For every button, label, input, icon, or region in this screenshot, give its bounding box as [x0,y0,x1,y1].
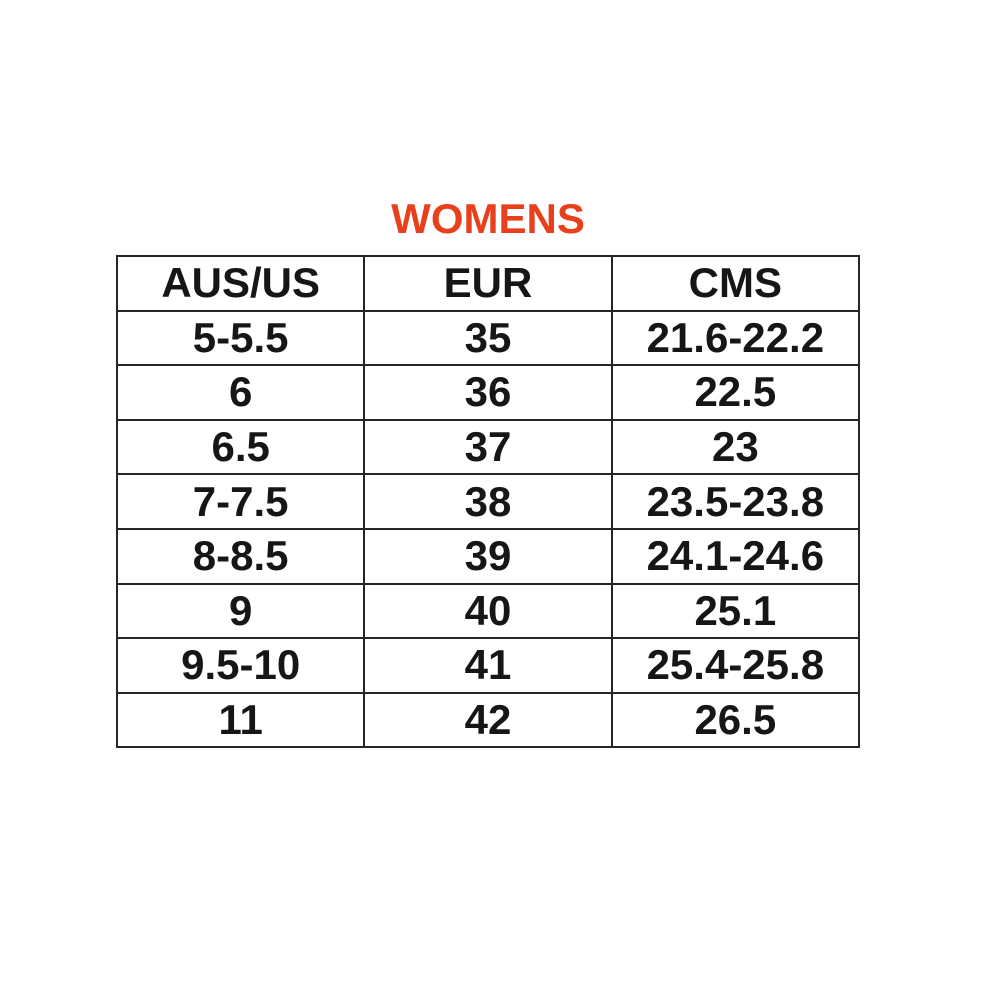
table-row: 9 40 25.1 [115,582,861,640]
table-cell: 36 [363,364,613,421]
table-cell: 35 [363,309,613,367]
column-header-cms: CMS [610,255,861,312]
table-cell: 25.4-25.8 [610,637,861,694]
table-cell: 6.5 [115,418,366,476]
table-cell: 9.5-10 [115,637,366,694]
table-cell: 5-5.5 [115,309,366,367]
table-cell: 38 [363,473,613,530]
womens-size-chart-table: AUS/US EUR CMS 5-5.5 35 21.6-22.2 6 36 22.5 6.5 3… [115,255,861,749]
table-cell: 40 [363,582,613,640]
column-header-eur: EUR [363,255,613,312]
table-cell: 37 [363,418,613,476]
table-cell: 7-7.5 [115,473,366,530]
table-cell: 21.6-22.2 [610,309,861,367]
table-row: 6 36 22.5 [115,364,861,421]
table-cell: 11 [115,691,366,749]
column-header-aus-us: AUS/US [115,255,366,312]
table-cell: 23.5-23.8 [610,473,861,530]
table-row: 11 42 26.5 [115,691,861,749]
table-cell: 8-8.5 [115,527,366,585]
table-row: 5-5.5 35 21.6-22.2 [115,309,861,367]
table-cell: 6 [115,364,366,421]
table-row: 9.5-10 41 25.4-25.8 [115,637,861,694]
table-cell: 22.5 [610,364,861,421]
header-row: AUS/US EUR CMS [115,255,861,312]
table-body: 5-5.5 35 21.6-22.2 6 36 22.5 6.5 37 23 7-7.5 38 23.… [115,309,861,749]
table-row: 8-8.5 39 24.1-24.6 [115,527,861,585]
table-cell: 23 [610,418,861,476]
table-cell: 9 [115,582,366,640]
table-cell: 39 [363,527,613,585]
table-header: AUS/US EUR CMS [115,255,861,312]
table-cell: 42 [363,691,613,749]
table-row: 7-7.5 38 23.5-23.8 [115,473,861,530]
table-row: 6.5 37 23 [115,418,861,476]
table-cell: 24.1-24.6 [610,527,861,585]
table-cell: 41 [363,637,613,694]
table-cell: 25.1 [610,582,861,640]
table-cell: 26.5 [610,691,861,749]
page-title: WOMENS [391,195,585,242]
